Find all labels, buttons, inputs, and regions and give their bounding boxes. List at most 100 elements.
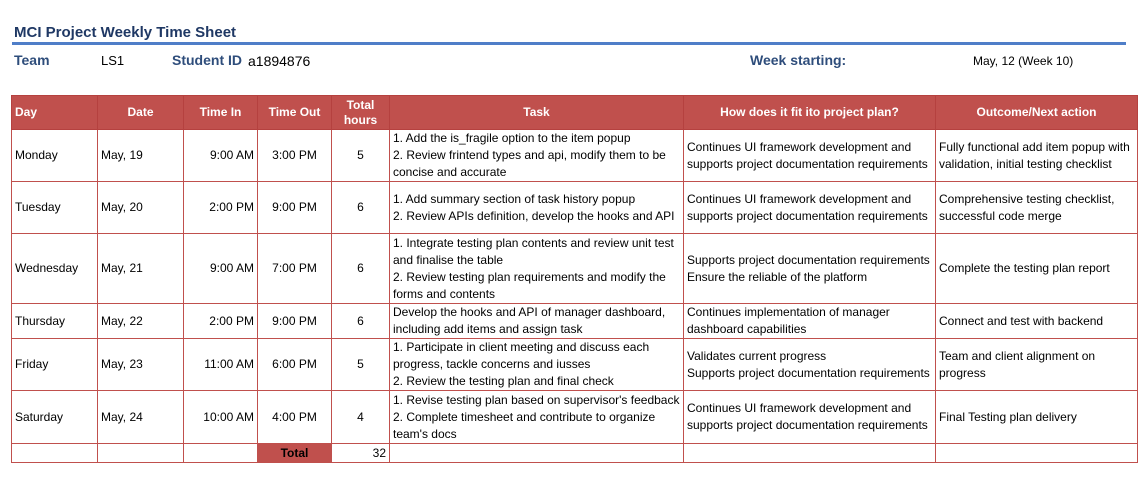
day-cell: Friday: [11, 338, 98, 391]
total-label: Total: [257, 443, 332, 463]
team-value: LS1: [101, 53, 125, 68]
table-row: Friday May, 23 11:00 AM 6:00 PM 5 1. Particip…: [11, 338, 1138, 391]
outcome-cell: Connect and test with backend: [935, 303, 1138, 339]
time-in-cell: 2:00 PM: [183, 303, 258, 339]
outcome-cell-line: Connect and test with backend: [939, 313, 1104, 328]
table-row: Wednesday May, 21 9:00 AM 7:00 PM 6 1. Integr…: [11, 233, 1138, 304]
task-cell-line: 2. Review testing plan requirements and …: [393, 269, 666, 301]
table-row: Tuesday May, 20 2:00 PM 9:00 PM 6 1. Add summ…: [11, 181, 1138, 234]
header-time-out: Time Out: [257, 95, 332, 130]
header-task: Task: [389, 95, 684, 130]
outcome-cell: Complete the testing plan report: [935, 233, 1138, 304]
fit-cell: Supports project documentation requireme…: [683, 233, 936, 304]
header-outcome: Outcome/Next action: [935, 95, 1138, 130]
task-cell-line: 2. Review the testing plan and final che…: [393, 374, 614, 388]
total-value: 32: [331, 443, 390, 463]
hours-cell: 6: [331, 303, 390, 339]
time-out-cell: 7:00 PM: [257, 233, 332, 304]
time-out-cell: 9:00 PM: [257, 303, 332, 339]
header-day: Day: [11, 95, 98, 130]
fit-cell-line: Continues UI framework development and s…: [687, 191, 928, 223]
student-id-value: a1894876: [248, 53, 311, 69]
hours-cell: 5: [331, 338, 390, 391]
outcome-cell-line: Final Testing plan delivery: [939, 409, 1077, 424]
time-in-cell: 2:00 PM: [183, 181, 258, 234]
task-cell-line: 1. Add the is_fragile option to the item…: [393, 131, 631, 145]
fit-cell-line: Supports project documentation requireme…: [687, 365, 930, 380]
team-label: Team: [14, 52, 50, 68]
day-cell: Wednesday: [11, 233, 98, 304]
task-cell-line: 2. Review frintend types and api, modify…: [393, 148, 666, 179]
table-body: Monday May, 19 9:00 AM 3:00 PM 5 1. Add the i…: [11, 129, 1138, 444]
table-row: Thursday May, 22 2:00 PM 9:00 PM 6 Develop th…: [11, 303, 1138, 339]
task-cell-line: 1. Revise testing plan based on supervis…: [393, 392, 680, 407]
fit-cell: Validates current progress Supports proje…: [683, 338, 936, 391]
fit-cell-line: Supports project documentation requireme…: [687, 252, 930, 267]
date-cell: May, 22: [97, 303, 184, 339]
header-total-hours: Total hours: [331, 95, 390, 130]
task-cell: 1. Revise testing plan based on supervis…: [389, 390, 684, 444]
time-out-cell: 3:00 PM: [257, 129, 332, 182]
table-row: Saturday May, 24 10:00 AM 4:00 PM 4 1. Revise…: [11, 390, 1138, 444]
outcome-cell: Comprehensive testing checklist, success…: [935, 181, 1138, 234]
fit-cell: Continues UI framework development and s…: [683, 181, 936, 234]
header-time-in: Time In: [183, 95, 258, 130]
header-row: Day Date Time In Time Out Total hours Ta…: [11, 95, 1138, 130]
day-cell: Tuesday: [11, 181, 98, 234]
task-cell-line: 1. Add summary section of task history p…: [393, 191, 636, 206]
task-cell: 1. Integrate testing plan contents and r…: [389, 233, 684, 304]
title-underline: [12, 42, 1126, 45]
fit-cell: Continues UI framework development and s…: [683, 390, 936, 444]
header-date: Date: [97, 95, 184, 130]
day-cell: Saturday: [11, 390, 98, 444]
table-row: Monday May, 19 9:00 AM 3:00 PM 5 1. Add the i…: [11, 129, 1138, 182]
outcome-cell-line: Comprehensive testing checklist, success…: [939, 191, 1115, 223]
week-value: May, 12 (Week 10): [973, 54, 1074, 68]
outcome-cell-line: Fully functional add item popup with val…: [939, 139, 1130, 171]
header-total-hours-line2: hours: [343, 112, 378, 127]
fit-cell: Continues UI framework development and s…: [683, 129, 936, 182]
time-in-cell: 11:00 AM: [183, 338, 258, 391]
fit-cell-line: Continues UI framework development and s…: [687, 401, 928, 432]
fit-cell-line: Validates current progress: [687, 348, 827, 363]
hours-cell: 5: [331, 129, 390, 182]
outcome-cell: Final Testing plan delivery: [935, 390, 1138, 444]
timesheet-table: Day Date Time In Time Out Total hours Ta…: [11, 95, 1138, 463]
time-out-cell: 6:00 PM: [257, 338, 332, 391]
time-in-cell: 9:00 AM: [183, 129, 258, 182]
date-cell: May, 24: [97, 390, 184, 444]
task-cell-line: 2. Review APIs definition, develop the h…: [393, 208, 675, 223]
fit-cell-line: Ensure the reliable of the platform: [687, 269, 868, 284]
task-cell: 1. Add summary section of task history p…: [389, 181, 684, 234]
total-row: Total 32: [11, 443, 1138, 463]
day-cell: Thursday: [11, 303, 98, 339]
day-cell: Monday: [11, 129, 98, 182]
task-cell: 1. Participate in client meeting and dis…: [389, 338, 684, 391]
hours-cell: 6: [331, 233, 390, 304]
task-cell: 1. Add the is_fragile option to the item…: [389, 129, 684, 182]
sheet-title: MCI Project Weekly Time Sheet: [14, 24, 237, 41]
time-in-cell: 10:00 AM: [183, 390, 258, 444]
task-cell-line: Develop the hooks and API of manager das…: [393, 305, 666, 336]
week-label: Week starting:: [750, 52, 847, 68]
date-cell: May, 23: [97, 338, 184, 391]
task-cell-line: 2. Complete timesheet and contribute to …: [393, 409, 656, 441]
fit-cell-line: Continues implementation of manager dash…: [687, 305, 890, 336]
task-cell-line: 1. Participate in client meeting and dis…: [393, 340, 650, 371]
time-out-cell: 9:00 PM: [257, 181, 332, 234]
header-fit: How does it fit ito project plan?: [683, 95, 936, 130]
date-cell: May, 21: [97, 233, 184, 304]
outcome-cell: Team and client alignment on progress: [935, 338, 1138, 391]
outcome-cell-line: Team and client alignment on progress: [939, 348, 1096, 380]
student-id-label: Student ID: [172, 52, 242, 68]
task-cell: Develop the hooks and API of manager das…: [389, 303, 684, 339]
task-cell-line: 1. Integrate testing plan contents and r…: [393, 235, 674, 267]
fit-cell: Continues implementation of manager dash…: [683, 303, 936, 339]
date-cell: May, 19: [97, 129, 184, 182]
fit-cell-line: Continues UI framework development and s…: [687, 139, 928, 171]
date-cell: May, 20: [97, 181, 184, 234]
header-total-hours-line1: Total: [346, 97, 375, 112]
hours-cell: 4: [331, 390, 390, 444]
time-in-cell: 9:00 AM: [183, 233, 258, 304]
outcome-cell-line: Complete the testing plan report: [939, 261, 1110, 275]
